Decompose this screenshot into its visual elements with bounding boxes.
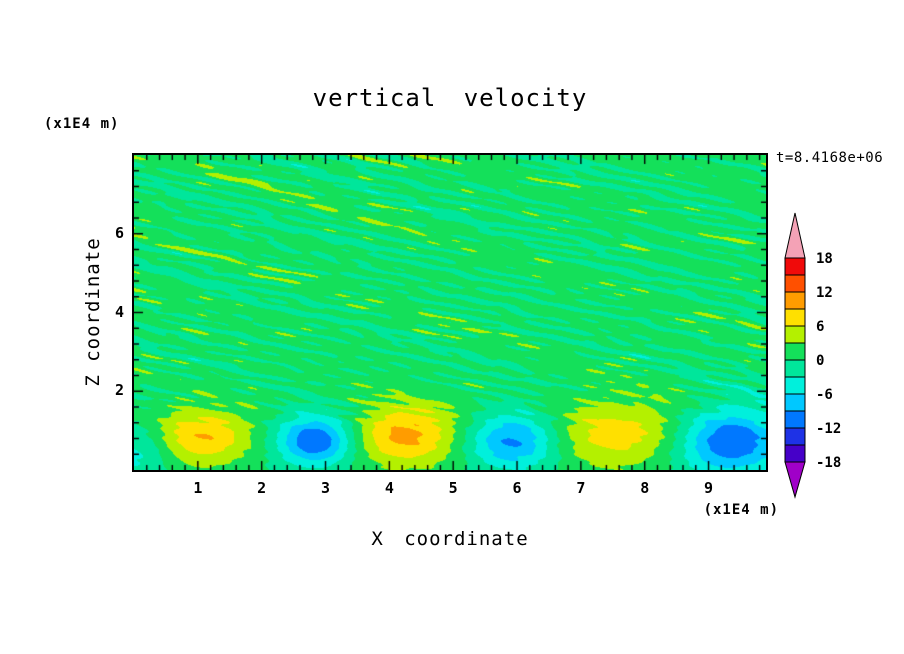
y-axis-unit-label: (x1E4 m) <box>44 116 120 132</box>
colorbar-band <box>784 427 806 446</box>
colorbar-tick-label: -18 <box>816 455 841 471</box>
colorbar-band <box>784 359 806 378</box>
x-tick-label: 1 <box>193 479 203 497</box>
x-tick-label: 8 <box>640 479 650 497</box>
plot-frame <box>132 153 768 472</box>
y-tick-label: 6 <box>114 223 124 242</box>
contour-plot-canvas <box>134 155 766 470</box>
time-annotation: t=8.4168e+06 <box>776 150 884 166</box>
x-tick-label: 6 <box>512 479 522 497</box>
x-tick-label: 7 <box>576 479 586 497</box>
colorbar-band <box>784 308 806 327</box>
x-axis-unit-label: (x1E4 m) <box>703 502 779 518</box>
colorbar-band <box>784 444 806 463</box>
colorbar-tick-label: 6 <box>816 319 824 335</box>
colorbar-band <box>784 342 806 361</box>
colorbar-tick-label: -12 <box>816 421 841 437</box>
x-tick-label: 3 <box>320 479 331 497</box>
y-tick-label: 2 <box>114 381 124 400</box>
x-tick-label: 2 <box>257 479 267 497</box>
colorbar-band <box>784 376 806 395</box>
colorbar-band <box>784 393 806 412</box>
colorbar-band <box>784 325 806 344</box>
colorbar-over-arrow <box>784 212 806 259</box>
colorbar-band <box>784 410 806 429</box>
x-tick-label: 4 <box>384 479 394 497</box>
x-axis-title: X coordinate <box>371 528 529 550</box>
colorbar-tick-label: -6 <box>816 387 833 403</box>
colorbar-band <box>784 291 806 310</box>
colorbar-band <box>784 257 806 276</box>
y-tick-label: 4 <box>114 302 124 321</box>
x-tick-label: 9 <box>704 479 714 497</box>
colorbar-tick-label: 12 <box>816 285 833 301</box>
colorbar-under-arrow <box>784 461 806 499</box>
colorbar-tick-label: 18 <box>816 251 833 267</box>
colorbar-band <box>784 274 806 293</box>
x-tick-label: 5 <box>448 479 458 497</box>
colorbar: 18 12 6 0 -6 -12 -18 <box>784 212 841 499</box>
colorbar-tick-label: 0 <box>816 353 824 369</box>
chart-title: vertical velocity <box>312 84 588 112</box>
